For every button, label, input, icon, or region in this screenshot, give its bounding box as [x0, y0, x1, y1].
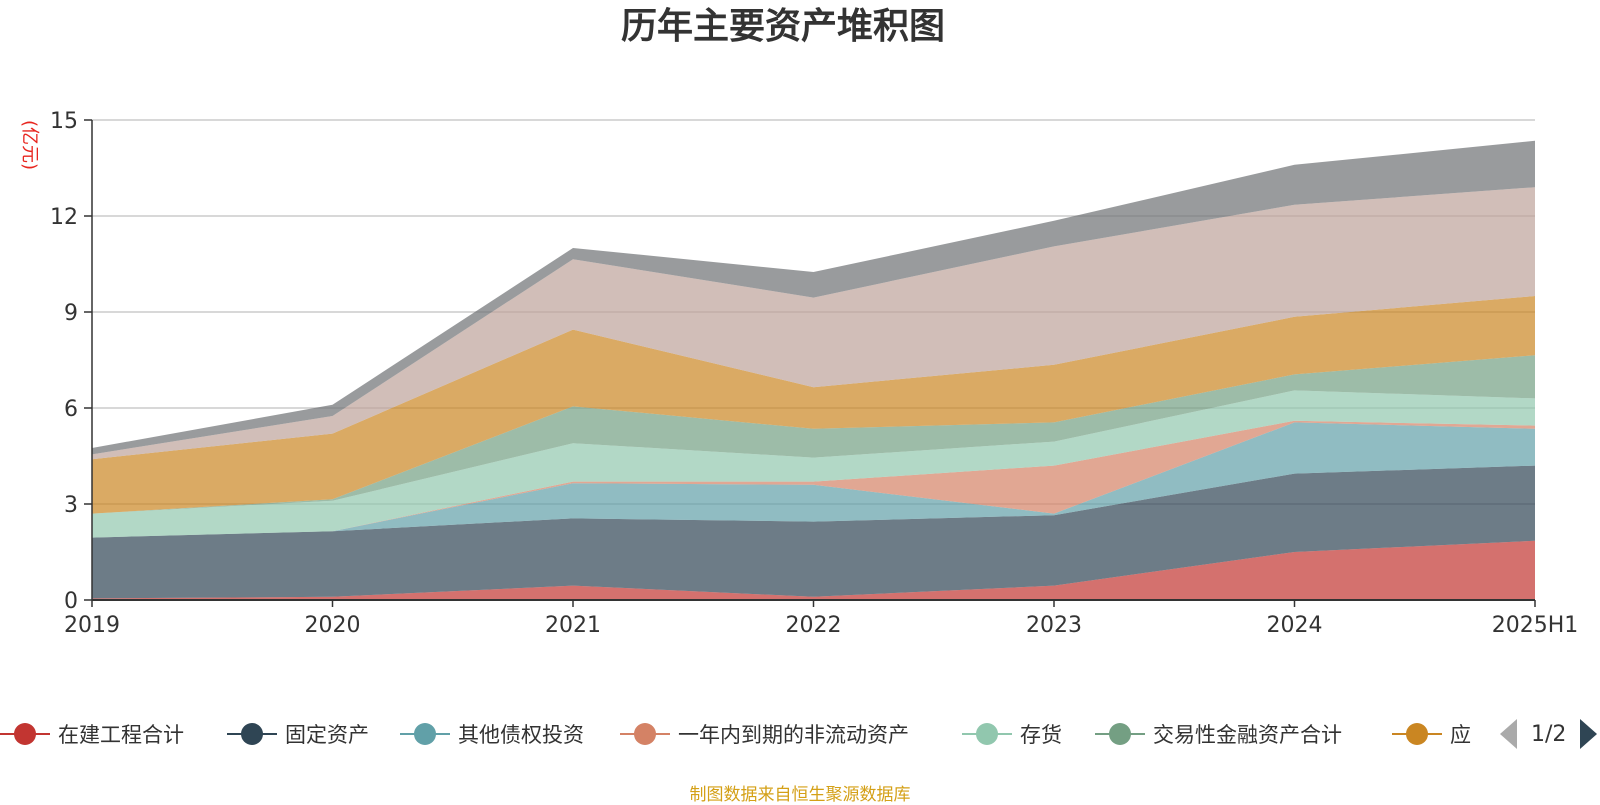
legend-marker-icon — [227, 720, 277, 748]
x-tick-label: 2019 — [64, 613, 120, 638]
legend-marker-icon — [620, 720, 670, 748]
legend-marker-icon — [400, 720, 450, 748]
legend-prev-page-icon[interactable] — [1500, 719, 1517, 749]
y-tick-label: 6 — [64, 397, 78, 422]
area-series-7[interactable] — [92, 187, 1535, 460]
legend-item[interactable]: 一年内到期的非流动资产 — [620, 716, 909, 752]
legend-label: 交易性金融资产合计 — [1153, 723, 1342, 747]
area-series-5[interactable] — [92, 355, 1535, 514]
x-tick-label: 2025H1 — [1492, 613, 1579, 638]
source-note: 制图数据来自恒生聚源数据库 — [689, 785, 911, 805]
x-tick-label: 2022 — [786, 613, 842, 638]
x-tick-label: 2021 — [545, 613, 601, 638]
y-tick-label: 0 — [64, 589, 78, 614]
y-tick-label: 9 — [64, 301, 78, 326]
y-tick-label: 15 — [50, 109, 78, 134]
y-tick-label: 12 — [50, 205, 78, 230]
area-series-8[interactable] — [92, 140, 1535, 455]
x-tick-label: 2020 — [305, 613, 361, 638]
area-series-3[interactable] — [92, 420, 1535, 538]
area-series-2[interactable] — [92, 422, 1535, 538]
legend-label: 其他债权投资 — [458, 723, 584, 747]
legend-label: 一年内到期的非流动资产 — [678, 723, 909, 747]
legend-label: 固定资产 — [285, 723, 369, 747]
legend-page-indicator: 1/2 — [1531, 721, 1567, 747]
legend-pager: 1/2 — [1500, 716, 1598, 752]
legend-label: 在建工程合计 — [58, 723, 184, 747]
legend-item[interactable]: 应 — [1392, 716, 1471, 752]
legend-label: 存货 — [1020, 723, 1062, 747]
x-tick-label: 2023 — [1026, 613, 1082, 638]
legend-item[interactable]: 存货 — [962, 716, 1062, 752]
legend-marker-icon — [962, 720, 1012, 748]
legend-marker-icon — [1095, 720, 1145, 748]
y-tick-label: 3 — [64, 493, 78, 518]
chart-title: 历年主要资产堆积图 — [621, 6, 945, 47]
y-axis-unit-label: (亿元) — [19, 120, 40, 170]
legend-label: 应 — [1450, 723, 1471, 747]
legend-marker-icon — [0, 720, 50, 748]
area-series-1[interactable] — [92, 465, 1535, 599]
legend-item[interactable]: 固定资产 — [227, 716, 369, 752]
area-series-6[interactable] — [92, 296, 1535, 514]
legend-marker-icon — [1392, 720, 1442, 748]
legend-item[interactable]: 其他债权投资 — [400, 716, 584, 752]
area-series-4[interactable] — [92, 390, 1535, 538]
area-series-0[interactable] — [92, 540, 1535, 600]
legend-item[interactable]: 在建工程合计 — [0, 716, 184, 752]
legend: 在建工程合计 固定资产 其他债权投资 一年内到期的非流动资产 存货 交易性金融资产合计 应 — [0, 716, 1600, 752]
legend-item[interactable]: 交易性金融资产合计 — [1095, 716, 1342, 752]
legend-next-page-icon[interactable] — [1580, 719, 1598, 749]
x-tick-label: 2024 — [1267, 613, 1323, 638]
